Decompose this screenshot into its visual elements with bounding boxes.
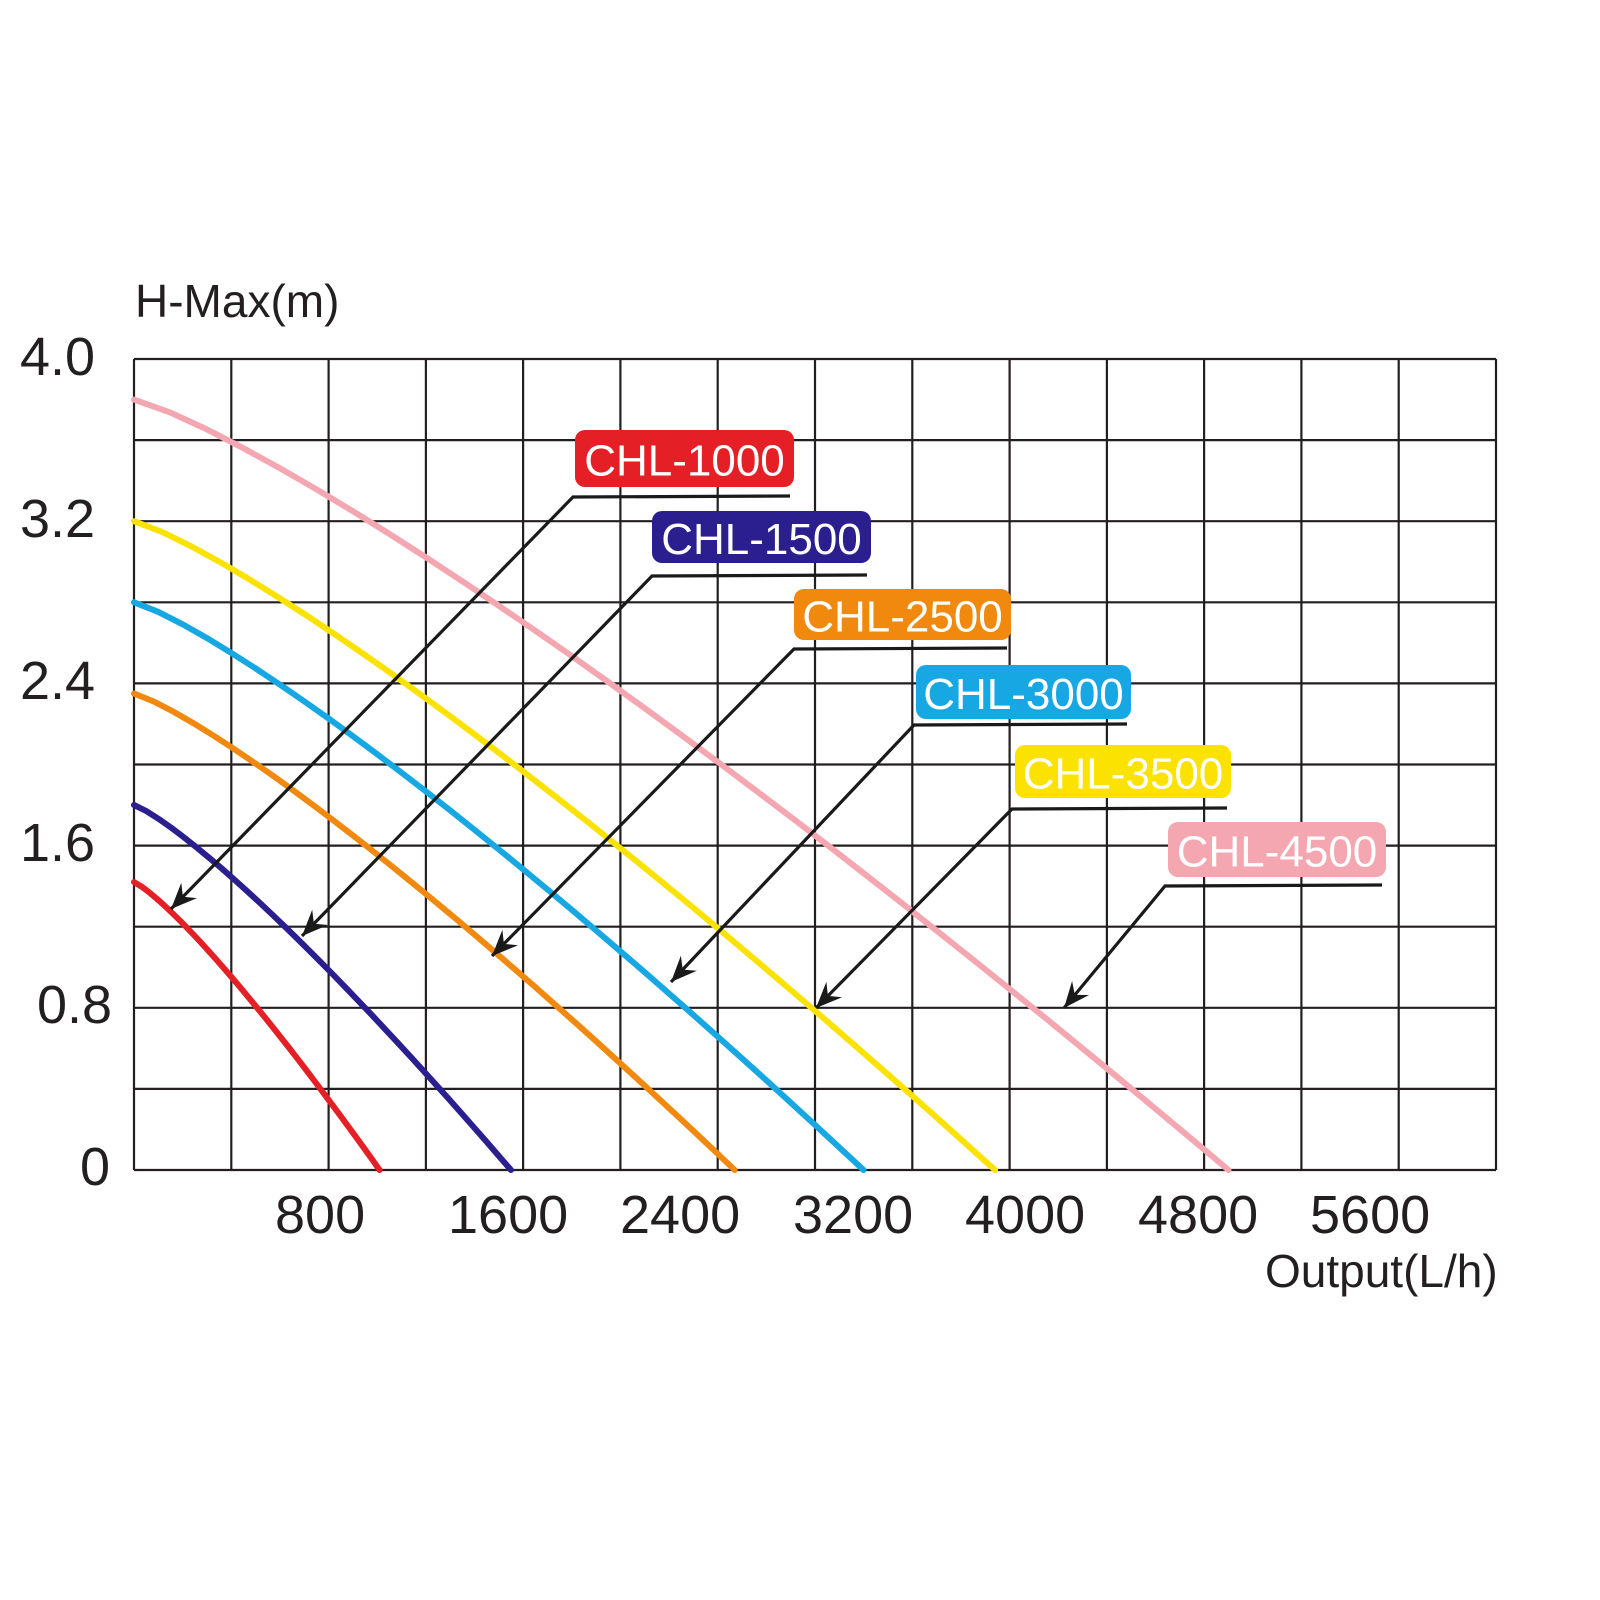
svg-text:CHL-3500: CHL-3500 <box>1023 750 1224 799</box>
svg-text:CHL-1000: CHL-1000 <box>584 437 785 486</box>
svg-text:CHL-4500: CHL-4500 <box>1177 828 1378 877</box>
svg-text:CHL-3000: CHL-3000 <box>923 670 1124 719</box>
svg-text:CHL-1500: CHL-1500 <box>661 515 862 564</box>
svg-text:CHL-2500: CHL-2500 <box>802 593 1003 642</box>
